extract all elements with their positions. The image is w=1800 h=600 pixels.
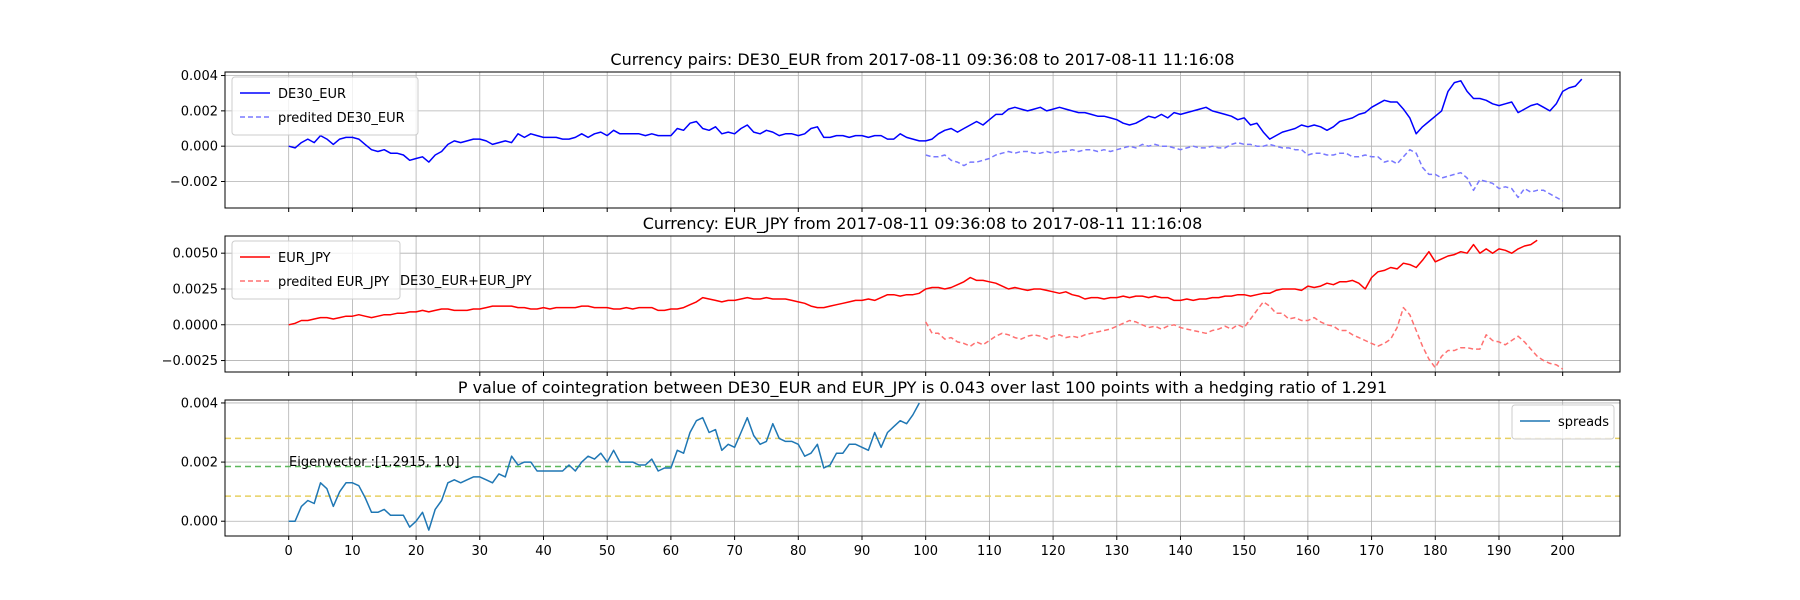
y-tick-label: 0.004 <box>181 69 218 84</box>
x-tick-label: 90 <box>854 544 871 559</box>
x-tick-label: 110 <box>977 544 1002 559</box>
subplot-1 <box>221 71 1621 212</box>
x-tick-label: 20 <box>408 544 425 559</box>
x-tick-label: 200 <box>1550 544 1575 559</box>
x-tick-label: 80 <box>790 544 807 559</box>
x-tick-label: 120 <box>1041 544 1066 559</box>
legend: spreads <box>1511 404 1615 440</box>
legend-label: predited EUR_JPY <box>278 275 389 290</box>
annotation-text: Eigenvector :[1.2915, 1.0] <box>289 455 460 470</box>
chart-title: P value of cointegration between DE30_EU… <box>458 378 1387 398</box>
y-tick-label: 0.000 <box>181 515 218 530</box>
subplot-3 <box>221 399 1621 540</box>
x-tick-label: 140 <box>1168 544 1193 559</box>
legend-box <box>231 76 419 136</box>
y-tick-label: 0.000 <box>181 140 218 155</box>
x-tick-label: 160 <box>1295 544 1320 559</box>
legend-box <box>231 240 401 300</box>
y-tick-label: 0.0050 <box>173 247 219 262</box>
legend: EUR_JPY predited EUR_JPY <box>231 240 401 300</box>
y-tick-label: 0.0025 <box>173 282 219 297</box>
x-tick-label: 190 <box>1487 544 1512 559</box>
x-tick-label: 10 <box>344 544 361 559</box>
series-line-predited-de30-eur <box>925 141 1564 202</box>
x-tick-label: 180 <box>1423 544 1448 559</box>
y-tick-label: 0.002 <box>181 456 218 471</box>
x-tick-label: 50 <box>599 544 616 559</box>
x-tick-label: 60 <box>663 544 680 559</box>
y-tick-label: 0.004 <box>181 396 218 411</box>
chart-title: Currency pairs: DE30_EUR from 2017-08-11… <box>610 50 1234 70</box>
series-line-eur-jpy <box>288 239 1538 326</box>
x-tick-label: 40 <box>535 544 552 559</box>
y-tick-label: −0.002 <box>170 175 218 190</box>
series-line-de30-eur <box>288 78 1583 163</box>
x-tick-label: 70 <box>726 544 743 559</box>
x-tick-label: 30 <box>472 544 489 559</box>
x-tick-label: 170 <box>1359 544 1384 559</box>
plot-frame <box>224 235 1621 373</box>
x-tick-label: 0 <box>285 544 293 559</box>
legend-label: DE30_EUR <box>278 87 346 102</box>
series-line-spreads <box>288 402 920 531</box>
legend-box <box>1511 404 1615 440</box>
legend-label: spreads <box>1558 415 1609 430</box>
subplot-2 <box>221 235 1621 376</box>
chart-title: Currency: EUR_JPY from 2017-08-11 09:36:… <box>643 214 1203 234</box>
legend-label: predited DE30_EUR <box>278 111 405 126</box>
plot-frame <box>224 71 1621 209</box>
legend: DE30_EUR predited DE30_EUR <box>231 76 419 136</box>
y-tick-label: −0.0025 <box>162 354 218 369</box>
x-tick-label: 130 <box>1104 544 1129 559</box>
x-tick-label: 100 <box>913 544 938 559</box>
annotation-text: DE30_EUR+EUR_JPY <box>400 274 532 289</box>
x-tick-label: 150 <box>1232 544 1257 559</box>
plot-frame <box>224 399 1621 537</box>
y-tick-label: 0.002 <box>181 104 218 119</box>
series-line-predited-eur-jpy <box>925 301 1564 370</box>
y-tick-label: 0.0000 <box>173 318 219 333</box>
legend-label: EUR_JPY <box>278 251 331 266</box>
